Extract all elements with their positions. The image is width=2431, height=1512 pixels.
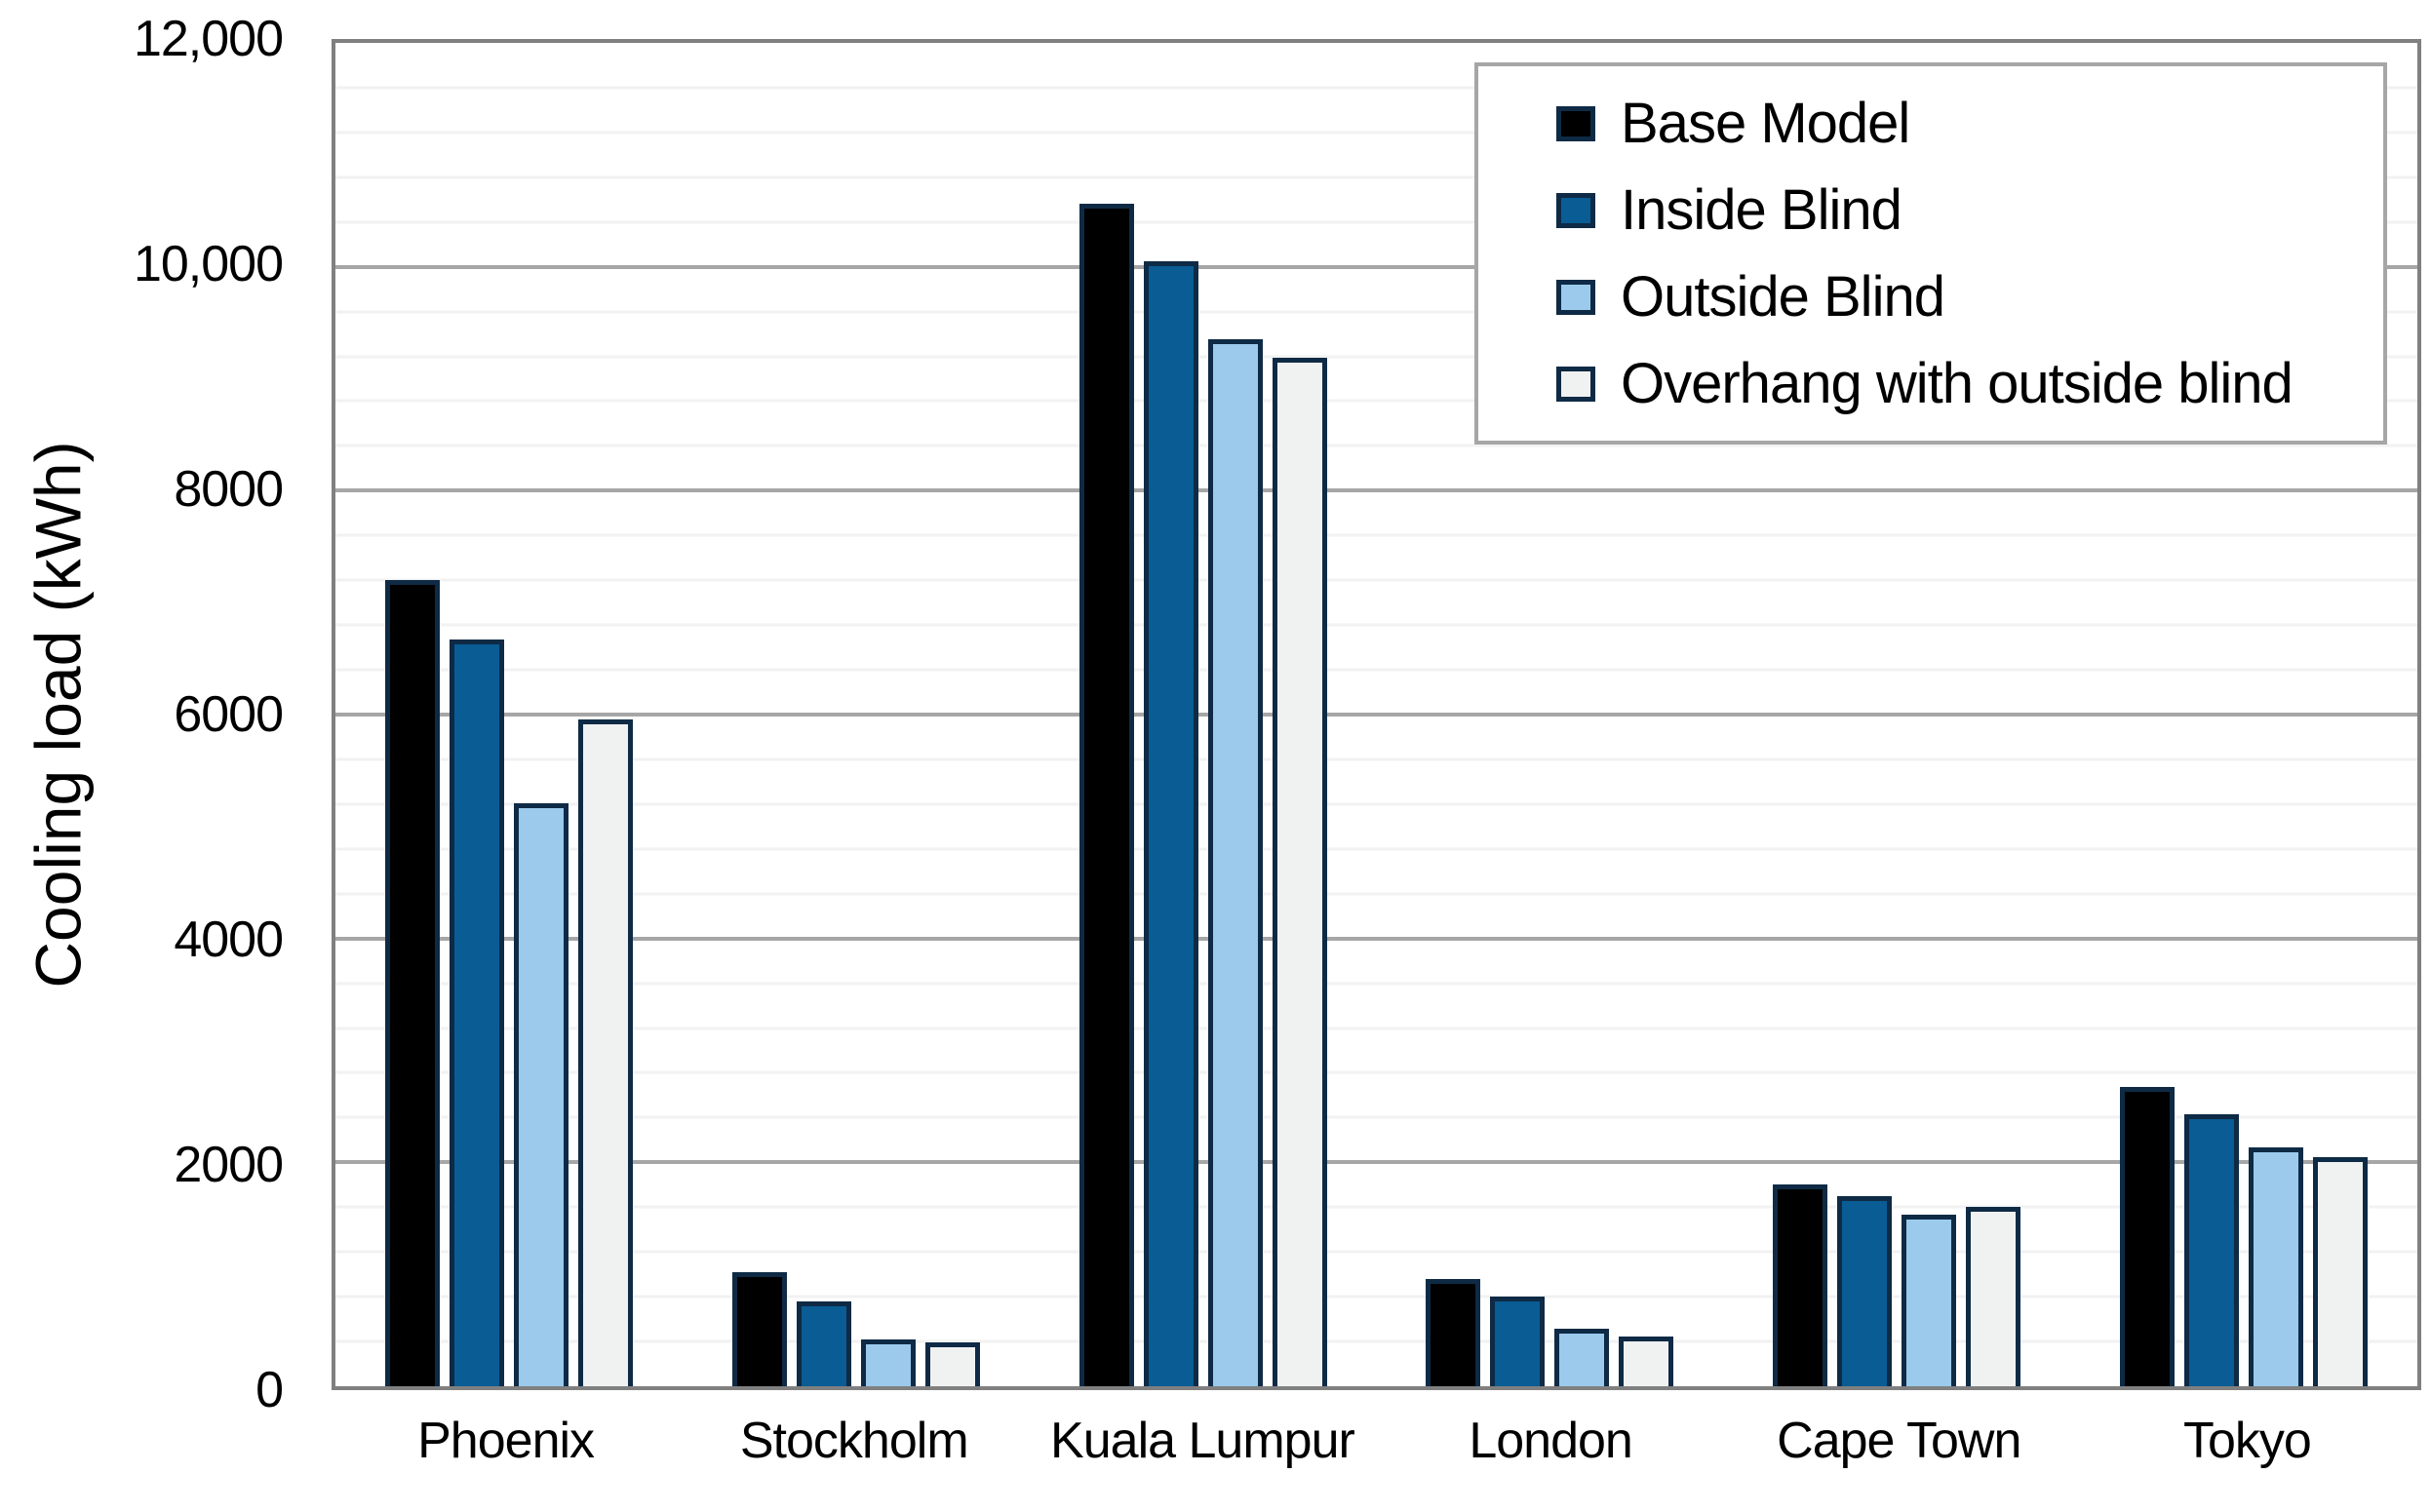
major-gridline-4000 xyxy=(335,936,2417,941)
minor-gridline-4400 xyxy=(335,892,2417,896)
minor-gridline-8400 xyxy=(335,444,2417,447)
minor-gridline-2400 xyxy=(335,1115,2417,1119)
bar-london-overhang-with-outside-blind xyxy=(1619,1337,1674,1386)
bar-phoenix-outside-blind xyxy=(513,802,569,1386)
minor-gridline-5200 xyxy=(335,802,2417,806)
y-tick-label-4000: 4000 xyxy=(174,911,284,968)
x-axis-label-london: London xyxy=(1469,1413,1633,1469)
y-tick-label-10000: 10,000 xyxy=(133,236,284,292)
bar-cape-town-inside-blind xyxy=(1837,1195,1893,1386)
bar-group-tokyo xyxy=(2070,43,2417,1386)
minor-gridline-10400 xyxy=(335,220,2417,224)
bar-phoenix-overhang-with-outside-blind xyxy=(577,718,633,1386)
minor-gridline-6800 xyxy=(335,623,2417,627)
bar-cape-town-outside-blind xyxy=(1902,1215,1957,1386)
minor-gridline-4800 xyxy=(335,847,2417,851)
major-gridline-2000 xyxy=(335,1160,2417,1165)
x-axis-label-tokyo: Tokyo xyxy=(2183,1413,2312,1469)
legend-item-outside-blind: Outside Blind xyxy=(1556,264,2373,330)
bar-stockholm-overhang-with-outside-blind xyxy=(924,1342,980,1386)
y-tick-label-8000: 8000 xyxy=(174,461,284,518)
major-gridline-8000 xyxy=(335,488,2417,493)
x-axis-labels: Phoenix Stockholm Kuala Lumpur London Cape T… xyxy=(332,1412,2421,1470)
minor-gridline-7600 xyxy=(335,533,2417,537)
bar-cape-town-base-model xyxy=(1773,1184,1828,1386)
minor-gridline-7200 xyxy=(335,578,2417,582)
bar-tokyo-base-model xyxy=(2120,1087,2176,1386)
y-tick-label-12000: 12,000 xyxy=(133,11,284,67)
bar-kuala-lumpur-inside-blind xyxy=(1143,260,1198,1386)
legend-label-outside-blind: Outside Blind xyxy=(1621,265,1945,329)
bar-london-outside-blind xyxy=(1554,1329,1610,1386)
legend-swatch-overhang-with-outside-blind xyxy=(1556,366,1595,402)
minor-gridline-9600 xyxy=(335,310,2417,314)
bar-group-stockholm xyxy=(683,43,1030,1386)
bar-stockholm-outside-blind xyxy=(860,1338,916,1386)
bar-stockholm-base-model xyxy=(731,1271,787,1386)
bar-group-london xyxy=(1376,43,1723,1386)
bar-tokyo-inside-blind xyxy=(2184,1113,2240,1386)
minor-gridline-3200 xyxy=(335,1027,2417,1030)
legend: Base Model Inside Blind Outside Blind Overh… xyxy=(1474,62,2387,445)
bar-group-phoenix xyxy=(335,43,683,1386)
bar-tokyo-overhang-with-outside-blind xyxy=(2313,1156,2369,1386)
minor-gridline-6400 xyxy=(335,668,2417,672)
legend-item-overhang-with-outside-blind: Overhang with outside blind xyxy=(1556,351,2373,416)
bar-cape-town-overhang-with-outside-blind xyxy=(1966,1207,2021,1386)
bar-london-base-model xyxy=(1426,1278,1481,1386)
legend-swatch-inside-blind xyxy=(1556,192,1595,228)
bar-groups xyxy=(335,43,2417,1386)
x-axis-label-cape-town: Cape Town xyxy=(1777,1413,2021,1469)
bar-london-inside-blind xyxy=(1490,1297,1546,1386)
major-gridline-6000 xyxy=(335,713,2417,717)
legend-label-inside-blind: Inside Blind xyxy=(1621,178,1902,242)
bar-tokyo-outside-blind xyxy=(2249,1147,2304,1386)
y-tick-label-0: 0 xyxy=(255,1362,284,1418)
x-axis-label-kuala-lumpur: Kuala Lumpur xyxy=(1050,1413,1355,1469)
minor-gridline-3600 xyxy=(335,982,2417,986)
legend-label-base-model: Base Model xyxy=(1621,92,1910,155)
bar-stockholm-inside-blind xyxy=(796,1300,851,1386)
gridlines xyxy=(335,43,2417,1386)
minor-gridline-11200 xyxy=(335,131,2417,135)
minor-gridline-1600 xyxy=(335,1205,2417,1209)
legend-item-base-model: Base Model xyxy=(1556,91,2373,156)
x-axis-label-phoenix: Phoenix xyxy=(417,1413,595,1469)
legend-swatch-outside-blind xyxy=(1556,279,1595,315)
bar-phoenix-base-model xyxy=(384,580,440,1386)
minor-gridline-9200 xyxy=(335,355,2417,359)
y-tick-label-6000: 6000 xyxy=(174,686,284,743)
bar-group-cape-town xyxy=(1723,43,2070,1386)
major-gridline-10000 xyxy=(335,264,2417,269)
minor-gridline-800 xyxy=(335,1295,2417,1299)
bar-kuala-lumpur-base-model xyxy=(1078,204,1134,1386)
minor-gridline-10800 xyxy=(335,175,2417,179)
bar-kuala-lumpur-overhang-with-outside-blind xyxy=(1272,357,1327,1386)
minor-gridline-1200 xyxy=(335,1250,2417,1254)
minor-gridline-400 xyxy=(335,1339,2417,1343)
minor-gridline-8800 xyxy=(335,399,2417,403)
bar-phoenix-inside-blind xyxy=(449,640,504,1386)
x-axis-label-stockholm: Stockholm xyxy=(739,1413,969,1469)
y-axis-ticks: 0 2000 4000 6000 8000 10,000 12,000 xyxy=(0,11,293,1418)
legend-item-inside-blind: Inside Blind xyxy=(1556,177,2373,243)
minor-gridline-11600 xyxy=(335,86,2417,90)
legend-label-overhang-with-outside-blind: Overhang with outside blind xyxy=(1621,352,2294,415)
minor-gridline-2800 xyxy=(335,1070,2417,1074)
bar-group-kuala-lumpur xyxy=(1030,43,1377,1386)
minor-gridline-5600 xyxy=(335,757,2417,761)
y-tick-label-2000: 2000 xyxy=(174,1137,284,1193)
bar-kuala-lumpur-outside-blind xyxy=(1207,339,1263,1386)
legend-swatch-base-model xyxy=(1556,105,1595,141)
